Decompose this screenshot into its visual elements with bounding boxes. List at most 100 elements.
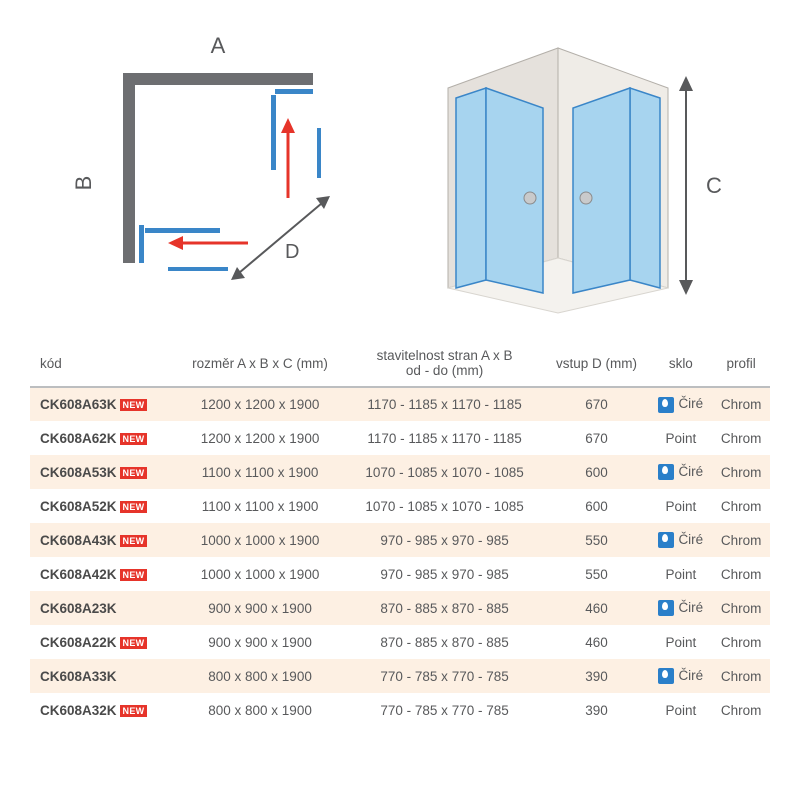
cell-profil: Chrom <box>712 625 770 659</box>
perspective-diagram: C <box>408 28 728 323</box>
cell-rozmer: 1000 x 1000 x 1900 <box>175 523 346 557</box>
label-b: B <box>73 175 96 190</box>
cell-profil: Chrom <box>712 693 770 727</box>
top-fixed-glass <box>275 89 313 94</box>
table-row: CK608A63KNEW1200 x 1200 x 19001170 - 118… <box>30 387 770 421</box>
cell-vstup: 670 <box>544 421 650 455</box>
cell-stavitelnost: 1070 - 1085 x 1070 - 1085 <box>346 455 544 489</box>
top-door <box>271 95 276 170</box>
table-row: CK608A22KNEW900 x 900 x 1900870 - 885 x … <box>30 625 770 659</box>
cell-kod: CK608A53KNEW <box>30 455 175 489</box>
dim-c: C <box>679 76 722 295</box>
svg-text:D: D <box>285 241 299 263</box>
table-row: CK608A23K900 x 900 x 1900870 - 885 x 870… <box>30 591 770 625</box>
drop-clean-icon <box>658 668 674 684</box>
sklo-text: Point <box>665 431 696 446</box>
right-fixed-panel <box>630 88 660 288</box>
cell-profil: Chrom <box>712 557 770 591</box>
table-row: CK608A32KNEW800 x 800 x 1900770 - 785 x … <box>30 693 770 727</box>
cell-vstup: 670 <box>544 387 650 421</box>
col-sklo: sklo <box>649 340 712 387</box>
cell-sklo: Point <box>649 693 712 727</box>
cell-kod: CK608A33K <box>30 659 175 693</box>
cell-rozmer: 800 x 800 x 1900 <box>175 659 346 693</box>
col-stavitelnost: stavitelnost stran A x B od - do (mm) <box>346 340 544 387</box>
table-body: CK608A63KNEW1200 x 1200 x 19001170 - 118… <box>30 387 770 727</box>
drop-clean-icon <box>658 397 674 413</box>
diagram-area: A B <box>30 20 770 340</box>
left-door-panel <box>486 88 543 293</box>
cell-stavitelnost: 1170 - 1185 x 1170 - 1185 <box>346 387 544 421</box>
cell-stavitelnost: 870 - 885 x 870 - 885 <box>346 591 544 625</box>
sklo-text: Čiré <box>678 464 703 479</box>
cell-sklo: Čiré <box>649 523 712 557</box>
sklo-text: Point <box>665 567 696 582</box>
drop-clean-icon <box>658 532 674 548</box>
cell-sklo: Čiré <box>649 659 712 693</box>
new-badge: NEW <box>120 399 148 411</box>
right-glass-hint <box>317 128 321 178</box>
cell-profil: Chrom <box>712 659 770 693</box>
cell-profil: Chrom <box>712 421 770 455</box>
cell-kod: CK608A62KNEW <box>30 421 175 455</box>
cell-rozmer: 800 x 800 x 1900 <box>175 693 346 727</box>
cell-kod: CK608A22KNEW <box>30 625 175 659</box>
cell-rozmer: 1100 x 1100 x 1900 <box>175 489 346 523</box>
cell-kod: CK608A52KNEW <box>30 489 175 523</box>
cell-stavitelnost: 770 - 785 x 770 - 785 <box>346 659 544 693</box>
cell-stavitelnost: 1170 - 1185 x 1170 - 1185 <box>346 421 544 455</box>
cell-vstup: 460 <box>544 625 650 659</box>
left-fixed-glass <box>139 225 144 263</box>
cell-sklo: Point <box>649 421 712 455</box>
label-a: A <box>210 33 225 58</box>
cell-kod: CK608A43KNEW <box>30 523 175 557</box>
cell-kod: CK608A23K <box>30 591 175 625</box>
cell-rozmer: 900 x 900 x 1900 <box>175 591 346 625</box>
cell-vstup: 550 <box>544 523 650 557</box>
cell-rozmer: 1200 x 1200 x 1900 <box>175 421 346 455</box>
table-row: CK608A42KNEW1000 x 1000 x 1900970 - 985 … <box>30 557 770 591</box>
cell-vstup: 600 <box>544 489 650 523</box>
bottom-glass-hint <box>168 267 228 271</box>
table-row: CK608A62KNEW1200 x 1200 x 19001170 - 118… <box>30 421 770 455</box>
cell-vstup: 550 <box>544 557 650 591</box>
cell-rozmer: 1100 x 1100 x 1900 <box>175 455 346 489</box>
new-badge: NEW <box>120 535 148 547</box>
col-vstup: vstup D (mm) <box>544 340 650 387</box>
drop-clean-icon <box>658 600 674 616</box>
cell-profil: Chrom <box>712 591 770 625</box>
sklo-text: Čiré <box>678 668 703 683</box>
cell-vstup: 600 <box>544 455 650 489</box>
cell-vstup: 390 <box>544 659 650 693</box>
left-fixed-panel <box>456 88 486 288</box>
new-badge: NEW <box>120 501 148 513</box>
cell-rozmer: 1200 x 1200 x 1900 <box>175 387 346 421</box>
sklo-text: Point <box>665 635 696 650</box>
cell-kod: CK608A63KNEW <box>30 387 175 421</box>
product-table: kód rozměr A x B x C (mm) stavitelnost s… <box>30 340 770 727</box>
new-badge: NEW <box>120 637 148 649</box>
sklo-text: Point <box>665 703 696 718</box>
left-handle <box>524 192 536 204</box>
right-handle <box>580 192 592 204</box>
cell-stavitelnost: 970 - 985 x 970 - 985 <box>346 523 544 557</box>
sklo-text: Čiré <box>678 532 703 547</box>
new-badge: NEW <box>120 705 148 717</box>
cell-profil: Chrom <box>712 455 770 489</box>
cell-rozmer: 900 x 900 x 1900 <box>175 625 346 659</box>
cell-stavitelnost: 1070 - 1085 x 1070 - 1085 <box>346 489 544 523</box>
sklo-text: Point <box>665 499 696 514</box>
cell-sklo: Point <box>649 557 712 591</box>
cell-kod: CK608A42KNEW <box>30 557 175 591</box>
cell-vstup: 460 <box>544 591 650 625</box>
table-row: CK608A53KNEW1100 x 1100 x 19001070 - 108… <box>30 455 770 489</box>
left-door <box>145 228 220 233</box>
drop-clean-icon <box>658 464 674 480</box>
cell-sklo: Point <box>649 489 712 523</box>
cell-rozmer: 1000 x 1000 x 1900 <box>175 557 346 591</box>
new-badge: NEW <box>120 569 148 581</box>
cell-sklo: Čiré <box>649 455 712 489</box>
new-badge: NEW <box>120 467 148 479</box>
cell-kod: CK608A32KNEW <box>30 693 175 727</box>
cell-sklo: Čiré <box>649 591 712 625</box>
